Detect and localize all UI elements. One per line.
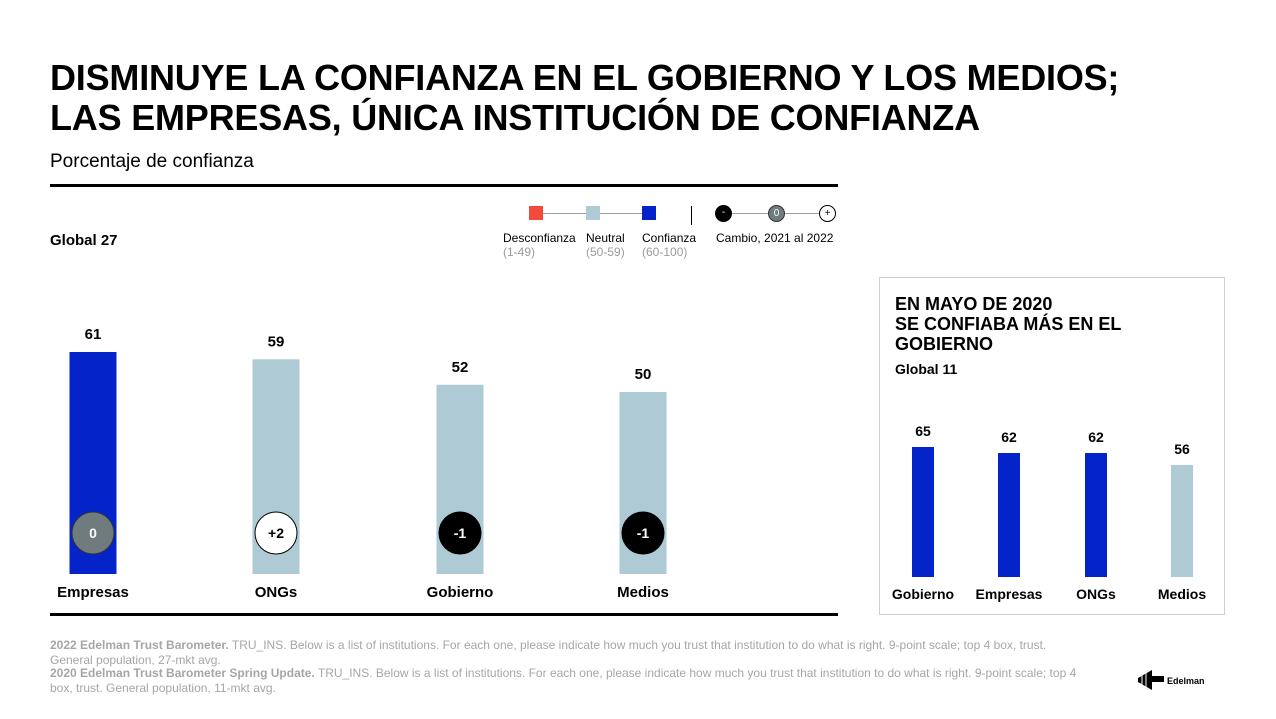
page-title: DISMINUYE LA CONFIANZA EN EL GOBIERNO Y …: [50, 58, 1230, 138]
legend-change-plus-icon: +: [819, 205, 836, 222]
title-line-1: DISMINUYE LA CONFIANZA EN EL GOBIERNO Y …: [50, 57, 1120, 98]
bar-value-label: 52: [452, 359, 469, 376]
side-bar-value-label: 62: [1001, 429, 1017, 445]
category-label: Empresas: [57, 584, 129, 601]
side-bar-value-label: 65: [915, 423, 931, 439]
legend-change-minus-icon: -: [715, 205, 732, 222]
footnote-2-text: TRU_INS. Below is a list of institutions…: [50, 666, 1077, 695]
bar-value-label: 50: [635, 366, 652, 383]
bar-value-label: 59: [268, 333, 285, 350]
side-bar-empresas: [998, 453, 1020, 577]
top-divider: [50, 184, 838, 187]
legend-separator: [691, 206, 692, 225]
bottom-divider: [50, 613, 838, 616]
category-label: Gobierno: [427, 584, 494, 601]
side-category-label: Medios: [1158, 586, 1206, 602]
change-badge: [438, 511, 482, 555]
footnote-2: 2020 Edelman Trust Barometer Spring Upda…: [50, 666, 1080, 696]
legend-label-neutral: Neutral: [586, 231, 625, 245]
side-title-line-1: EN MAYO DE 2020: [895, 294, 1053, 314]
side-bar-value-label: 56: [1174, 441, 1190, 457]
side-category-label: Empresas: [976, 586, 1043, 602]
category-label: Medios: [617, 584, 669, 601]
legend-range-trust: (60-100): [642, 245, 688, 259]
change-badge-label: -1: [454, 525, 467, 541]
legend-swatch-trust: [642, 206, 656, 220]
legend-range-distrust: (1-49): [503, 245, 536, 259]
side-panel: [879, 277, 1225, 615]
side-bar-ongs: [1085, 453, 1107, 577]
legend-change-label: Cambio, 2021 al 2022: [716, 231, 834, 245]
main-bar-chart: 61 Empresas 0 59 ONGs +2 52 Gobierno -1 50 Medios -…: [57, 326, 669, 601]
side-panel-title: EN MAYO DE 2020 SE CONFIABA MÁS EN EL GO…: [895, 294, 1195, 354]
title-line-2: LAS EMPRESAS, ÚNICA INSTITUCIÓN DE CONFI…: [50, 97, 980, 138]
legend-range-neutral: (50-59): [586, 245, 625, 259]
footnote-2-source: 2020 Edelman Trust Barometer Spring Upda…: [50, 666, 315, 680]
legend-swatch-distrust: [529, 206, 543, 220]
change-badge: [71, 511, 115, 555]
legend-label-trust: Confianza: [642, 231, 697, 245]
edelman-logo-text: Edelman: [1167, 676, 1205, 686]
change-badge-label: -1: [637, 525, 650, 541]
footnote-1-source: 2022 Edelman Trust Barometer.: [50, 638, 229, 652]
side-bar-value-label: 62: [1088, 429, 1104, 445]
bar-value-label: 61: [85, 326, 102, 343]
main-chart-subtitle: Global 27: [50, 232, 118, 249]
side-bar-chart: 65 Gobierno 62 Empresas 62 ONGs 56 Medios: [892, 423, 1206, 602]
edelman-logo-icon: [1138, 670, 1164, 690]
page-subtitle: Porcentaje de confianza: [50, 151, 254, 172]
side-category-label: Gobierno: [892, 586, 954, 602]
footnote-1-text: TRU_INS. Below is a list of institutions…: [50, 638, 1047, 667]
side-panel-subtitle: Global 11: [895, 361, 958, 377]
side-category-label: ONGs: [1076, 586, 1116, 602]
legend-swatch-neutral: [586, 206, 600, 220]
legend-change-zero-icon: 0: [768, 205, 785, 222]
side-bar-medios: [1171, 465, 1193, 577]
side-title-line-3: GOBIERNO: [895, 334, 994, 354]
change-badge-label: +2: [268, 525, 284, 541]
change-badge: [254, 511, 298, 555]
change-badge-label: 0: [89, 525, 97, 541]
side-bar-gobierno: [912, 447, 934, 577]
side-title-line-2: SE CONFIABA MÁS EN EL: [895, 314, 1122, 334]
legend-label-distrust: Desconfianza: [503, 231, 576, 245]
category-label: ONGs: [255, 584, 298, 601]
footnote-1: 2022 Edelman Trust Barometer. TRU_INS. B…: [50, 638, 1080, 668]
change-badge: [621, 511, 665, 555]
